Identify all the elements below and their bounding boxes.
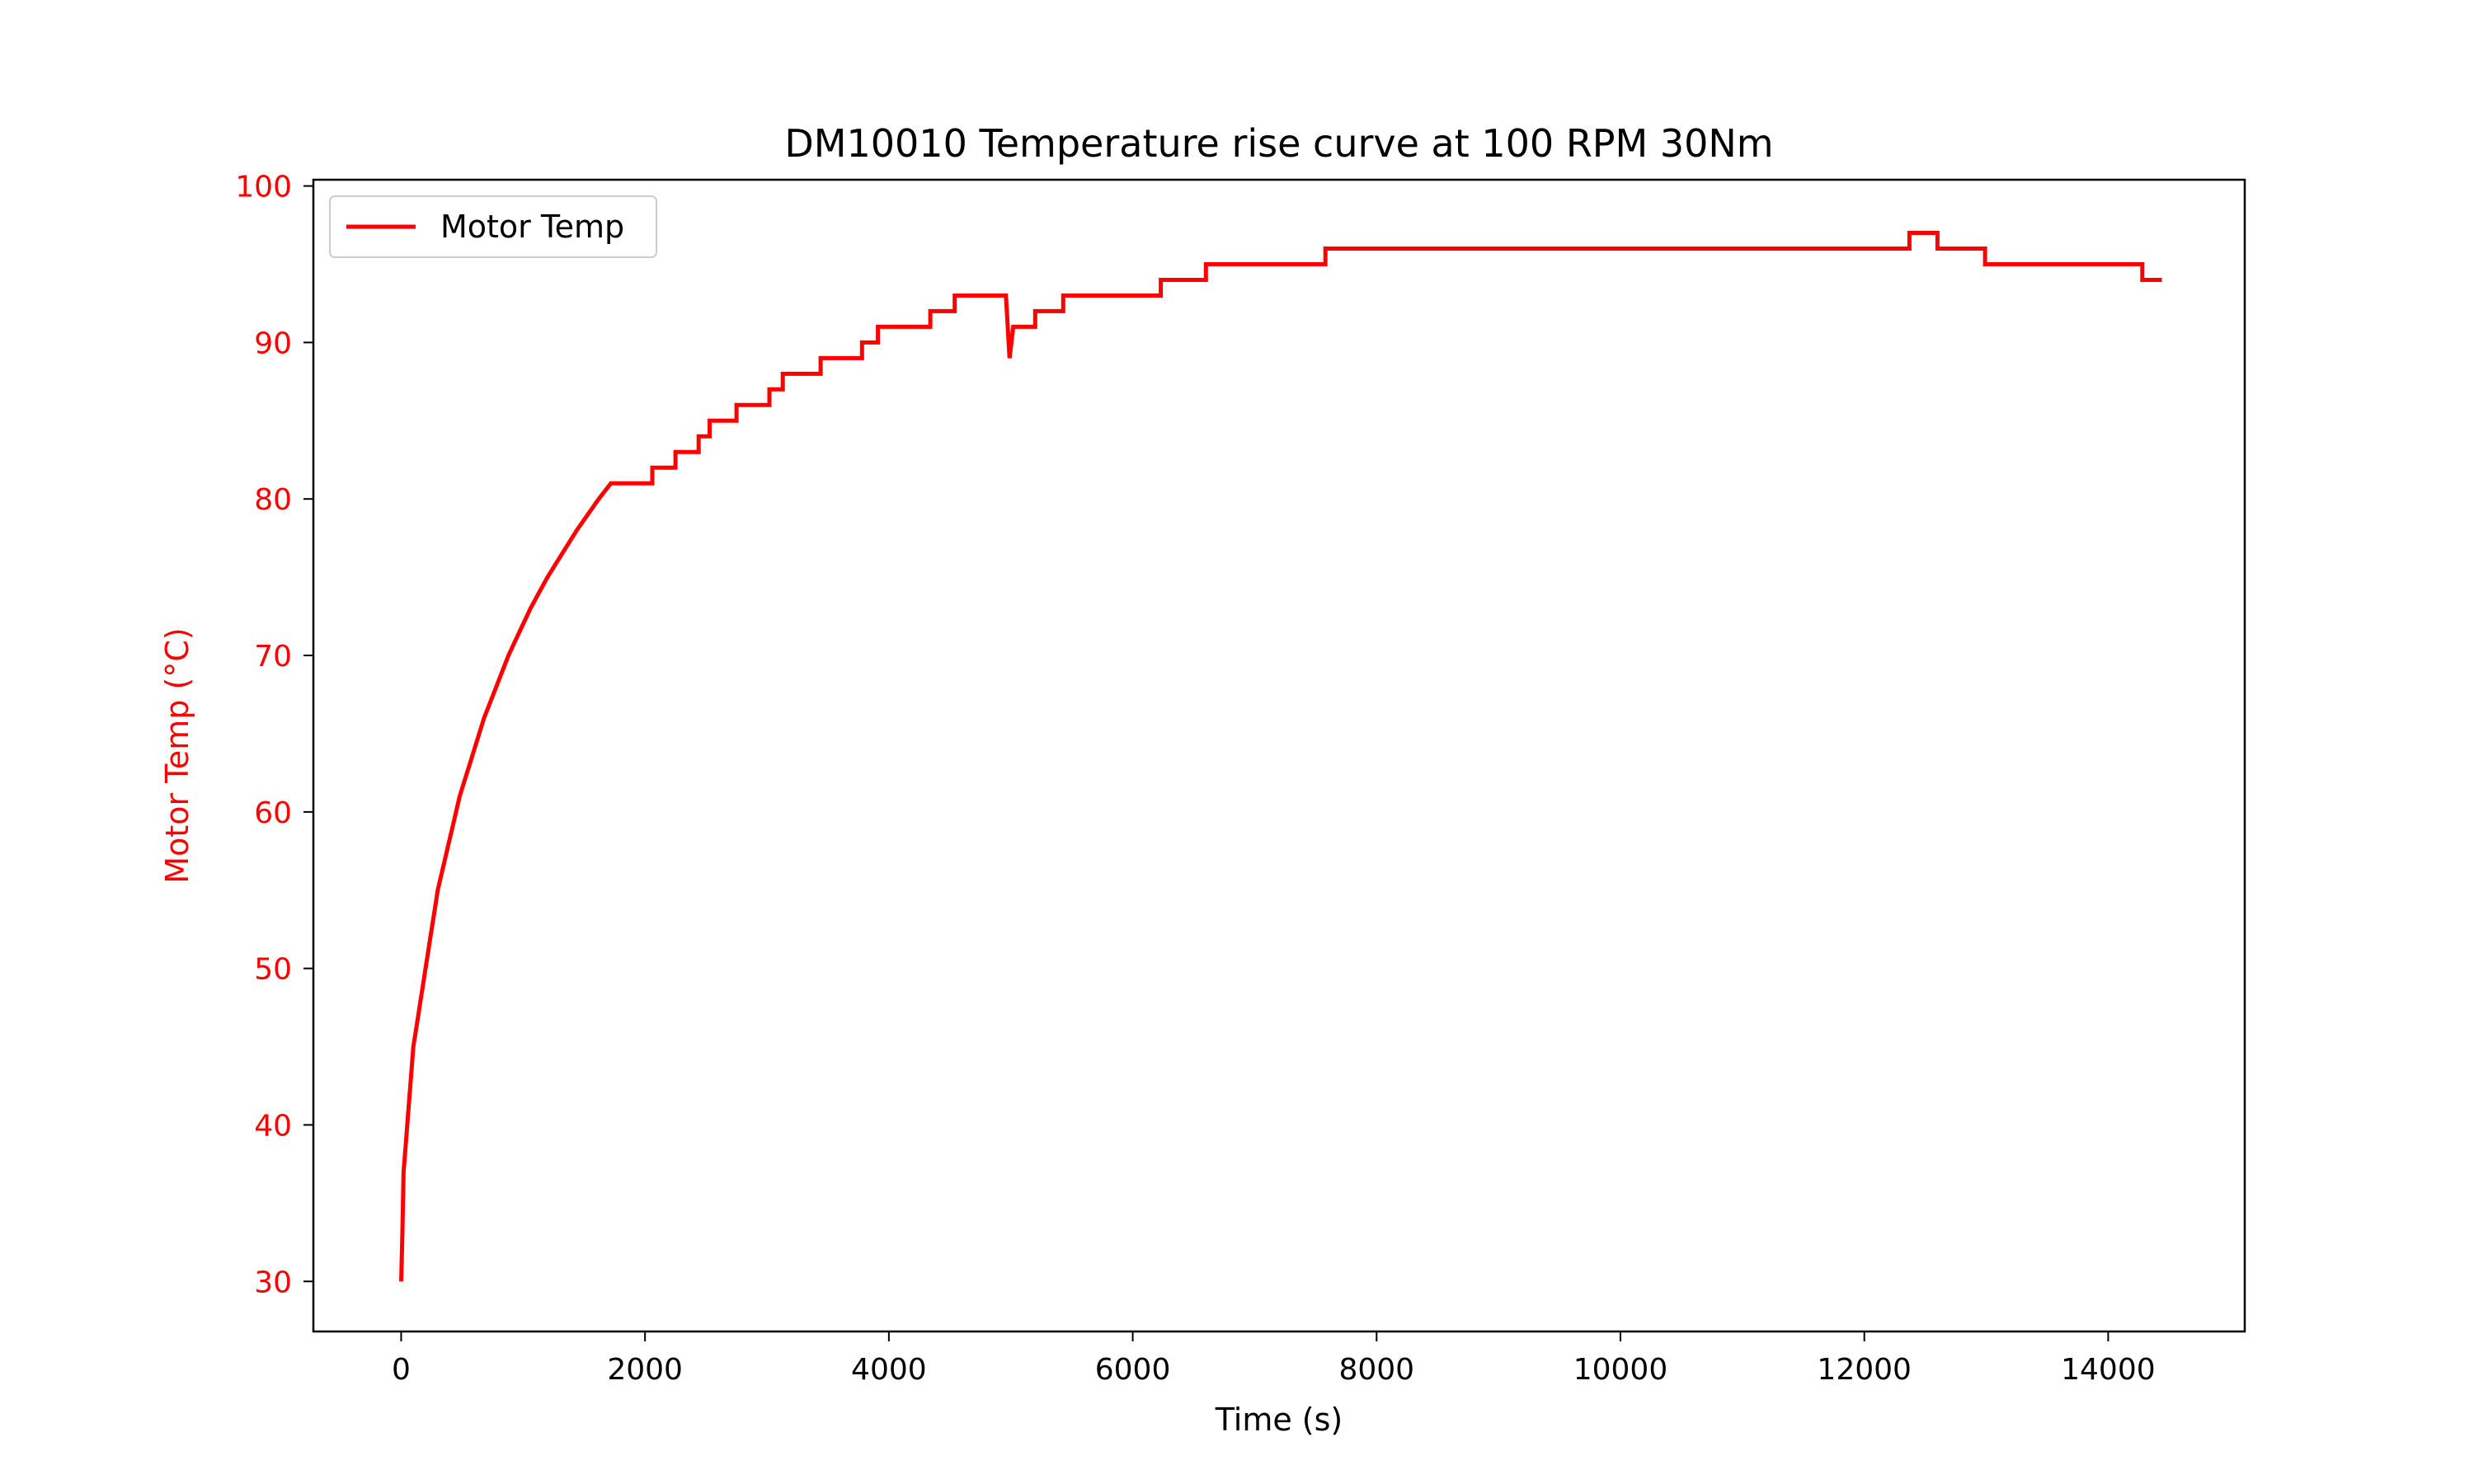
x-tick-label: 14000 [2061,1353,2156,1387]
x-axis: 0 2000 4000 6000 8000 10000 12000 14000 [392,1331,2156,1387]
x-tick-label: 6000 [1095,1353,1171,1387]
x-axis-label: Time (s) [1215,1402,1343,1438]
y-tick-label: 100 [235,171,292,204]
x-tick-label: 12000 [1817,1353,1912,1387]
legend-label-motor-temp: Motor Temp [440,209,624,245]
legend-box [329,195,657,258]
y-axis: 30 40 50 60 70 80 90 100 [235,171,313,1299]
legend: Motor Temp [329,195,657,258]
y-tick-label: 80 [254,483,292,517]
chart-title: DM10010 Temperature rise curve at 100 RP… [784,121,1773,166]
x-tick-label: 10000 [1573,1353,1668,1387]
y-tick-label: 50 [254,953,292,987]
y-tick-label: 70 [254,640,292,674]
series-line-0 [399,231,2162,1282]
y-tick-label: 60 [254,796,292,830]
plot-content [399,231,2162,1282]
y-axis-label: Motor Temp (°C) [159,627,195,883]
x-tick-label: 2000 [607,1353,683,1387]
x-tick-label: 0 [392,1353,411,1387]
x-tick-label: 4000 [851,1353,927,1387]
y-tick-label: 30 [254,1266,292,1299]
y-tick-label: 90 [254,326,292,360]
y-tick-label: 40 [254,1109,292,1143]
plot-frame [312,178,2246,1333]
x-tick-label: 8000 [1338,1353,1414,1387]
